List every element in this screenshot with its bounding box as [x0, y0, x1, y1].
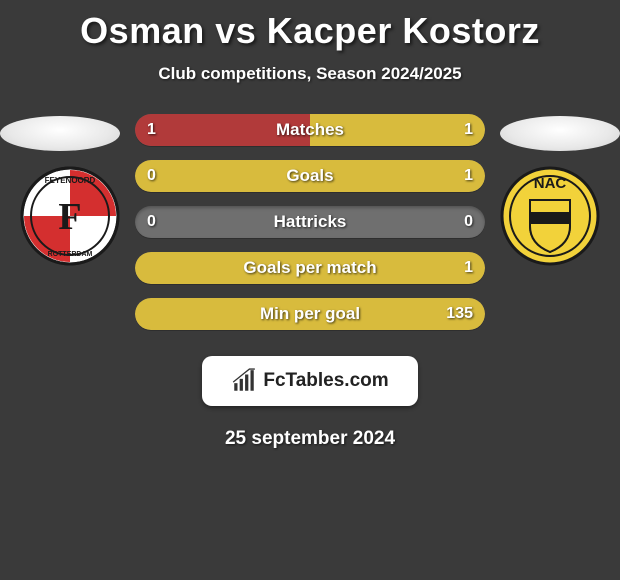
stat-bar: 0 Hattricks 0: [135, 206, 485, 238]
stat-value-left: 0: [147, 167, 156, 185]
left-cap: [0, 116, 120, 151]
brand-box[interactable]: FcTables.com: [202, 356, 418, 406]
stat-bar: 1 Matches 1: [135, 114, 485, 146]
stat-bars: 1 Matches 1 0 Goals 1 0 Hattricks 0 Goals per mat…: [135, 114, 485, 330]
svg-text:ROTTERDAM: ROTTERDAM: [48, 251, 93, 258]
stat-label: Matches: [276, 120, 344, 140]
stat-value-right: 1: [464, 121, 473, 139]
stat-label: Goals: [286, 166, 333, 186]
comparison-stage: FEYENOORD ROTTERDAM F NAC 1 Matches 1 0 Goal…: [0, 114, 620, 344]
right-cap: [500, 116, 620, 151]
chart-icon: [231, 368, 257, 394]
right-club-crest: NAC: [500, 166, 600, 266]
nac-crest-icon: NAC: [500, 166, 600, 266]
stat-bar: Min per goal 135: [135, 298, 485, 330]
stat-value-left: 0: [147, 213, 156, 231]
subtitle: Club competitions, Season 2024/2025: [0, 64, 620, 84]
stat-label: Min per goal: [260, 304, 360, 324]
feyenoord-crest-icon: FEYENOORD ROTTERDAM F: [20, 166, 120, 266]
stat-value-right: 135: [446, 305, 473, 323]
stat-value-right: 0: [464, 213, 473, 231]
stat-bar: Goals per match 1: [135, 252, 485, 284]
stat-label: Hattricks: [274, 212, 347, 232]
svg-text:FEYENOORD: FEYENOORD: [45, 176, 96, 185]
brand-label: FcTables.com: [263, 370, 388, 392]
stat-value-left: 1: [147, 121, 156, 139]
svg-text:F: F: [58, 196, 81, 238]
stat-label: Goals per match: [243, 258, 376, 278]
left-club-crest: FEYENOORD ROTTERDAM F: [20, 166, 120, 266]
stat-value-right: 1: [464, 259, 473, 277]
stat-bar: 0 Goals 1: [135, 160, 485, 192]
page-title: Osman vs Kacper Kostorz: [0, 0, 620, 52]
date-label: 25 september 2024: [0, 428, 620, 450]
stat-value-right: 1: [464, 167, 473, 185]
svg-text:NAC: NAC: [534, 175, 567, 192]
